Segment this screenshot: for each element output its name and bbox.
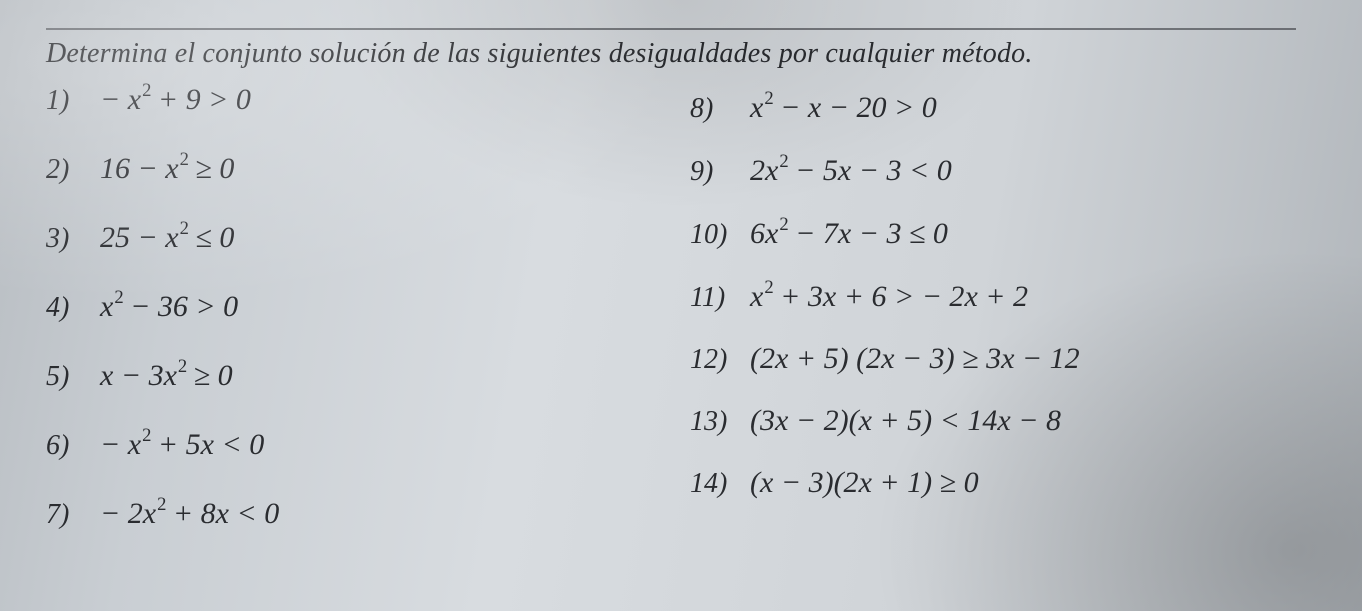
exercise-number: 14) — [690, 468, 750, 500]
exercise-row: 3)25 − x2 ≤ 0 — [46, 220, 279, 255]
exercise-number: 3) — [46, 223, 100, 255]
exercise-expression: (3x − 2)(x + 5) < 14x − 8 — [750, 404, 1061, 438]
left-column: 1)− x2 + 9 > 0 2)16 − x2 ≥ 0 3)25 − x2 ≤ 0… — [46, 82, 279, 531]
exercise-expression: 2x2 − 5x − 3 < 0 — [750, 153, 952, 188]
exercise-number: 10) — [690, 219, 750, 251]
exercise-number: 9) — [690, 156, 750, 188]
exercise-expression: − x2 + 9 > 0 — [100, 82, 251, 117]
exercise-row: 2)16 − x2 ≥ 0 — [46, 151, 279, 186]
exercise-expression: 6x2 − 7x − 3 ≤ 0 — [750, 216, 948, 251]
exercise-number: 5) — [46, 361, 100, 393]
exercise-expression: x − 3x2 ≥ 0 — [100, 358, 233, 393]
exercise-row: 9)2x2 − 5x − 3 < 0 — [690, 153, 1080, 188]
exercise-row: 1)− x2 + 9 > 0 — [46, 82, 279, 117]
exercise-expression: (x − 3)(2x + 1) ≥ 0 — [750, 466, 979, 500]
exercise-number: 7) — [46, 499, 100, 531]
instruction-text: Determina el conjunto solución de las si… — [46, 28, 1296, 70]
exercise-number: 6) — [46, 430, 100, 462]
exercise-expression: − x2 + 5x < 0 — [100, 427, 264, 462]
exercise-number: 8) — [690, 93, 750, 125]
exercise-number: 12) — [690, 344, 750, 376]
right-column: 8)x2 − x − 20 > 09)2x2 − 5x − 3 < 010)6x… — [690, 90, 1080, 500]
exercise-row: 10)6x2 − 7x − 3 ≤ 0 — [690, 216, 1080, 251]
exercise-number: 4) — [46, 292, 100, 324]
exercise-expression: − 2x2 + 8x < 0 — [100, 496, 279, 531]
exercise-row: 8)x2 − x − 20 > 0 — [690, 90, 1080, 125]
exercise-expression: x2 − 36 > 0 — [100, 289, 238, 324]
exercise-row: 14)(x − 3)(2x + 1) ≥ 0 — [690, 466, 1080, 500]
exercise-number: 11) — [690, 282, 750, 314]
exercise-number: 1) — [46, 85, 100, 117]
exercise-row: 12)(2x + 5) (2x − 3) ≥ 3x − 12 — [690, 342, 1080, 376]
exercise-expression: (2x + 5) (2x − 3) ≥ 3x − 12 — [750, 342, 1080, 376]
exercise-number: 2) — [46, 154, 100, 186]
exercise-expression: 16 − x2 ≥ 0 — [100, 151, 234, 186]
exercise-row: 4)x2 − 36 > 0 — [46, 289, 279, 324]
exercise-row: 13)(3x − 2)(x + 5) < 14x − 8 — [690, 404, 1080, 438]
exercise-row: 11)x2 + 3x + 6 > − 2x + 2 — [690, 279, 1080, 314]
exercise-row: 7)− 2x2 + 8x < 0 — [46, 496, 279, 531]
exercise-row: 5)x − 3x2 ≥ 0 — [46, 358, 279, 393]
exercise-expression: x2 − x − 20 > 0 — [750, 90, 937, 125]
exercise-expression: x2 + 3x + 6 > − 2x + 2 — [750, 279, 1028, 314]
exercise-expression: 25 − x2 ≤ 0 — [100, 220, 234, 255]
exercise-number: 13) — [690, 406, 750, 438]
exercise-row: 6)− x2 + 5x < 0 — [46, 427, 279, 462]
instruction-content: Determina el conjunto solución de las si… — [46, 38, 1033, 69]
